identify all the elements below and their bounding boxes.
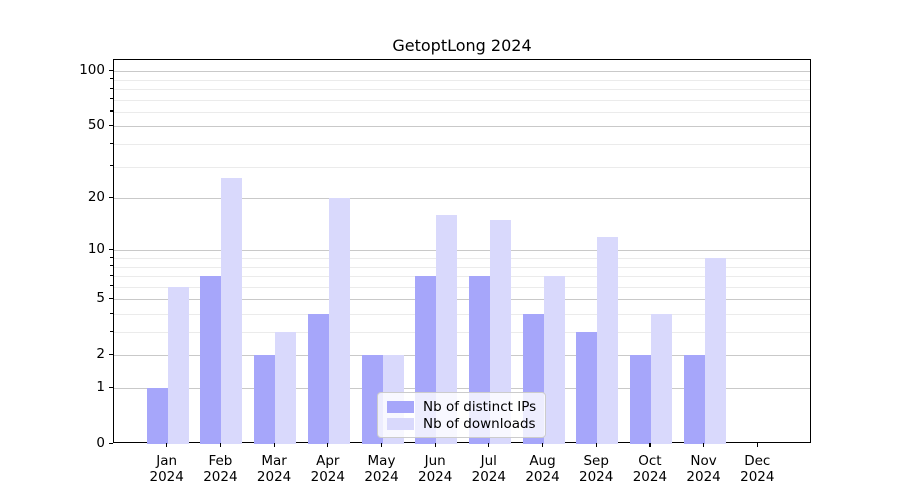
y-tick-0 bbox=[108, 442, 113, 444]
bar-apr-distinct-ips bbox=[307, 314, 329, 444]
chart-title: GetoptLong 2024 bbox=[392, 36, 532, 55]
x-tick-jan bbox=[166, 443, 168, 447]
gridline-10 bbox=[114, 250, 810, 252]
gridline-7 bbox=[114, 276, 810, 277]
x-tick-aug bbox=[542, 443, 544, 447]
y-minor-tick-8 bbox=[110, 265, 113, 267]
y-tick-2 bbox=[108, 353, 113, 355]
x-tick-oct bbox=[649, 443, 651, 447]
bar-oct-downloads bbox=[650, 314, 672, 444]
y-tick-10 bbox=[108, 248, 113, 250]
x-tick-label-may: May 2024 bbox=[364, 453, 399, 485]
legend-swatch-distinct-ips bbox=[387, 400, 414, 413]
bar-feb-distinct-ips bbox=[200, 276, 222, 444]
y-minor-tick-30 bbox=[110, 165, 113, 167]
x-tick-jul bbox=[488, 443, 490, 447]
bar-aug-downloads bbox=[543, 276, 565, 444]
y-tick-50 bbox=[108, 124, 113, 127]
x-tick-label-apr: Apr 2024 bbox=[310, 453, 345, 485]
legend-label-downloads: Nb of downloads bbox=[423, 415, 536, 432]
bar-jul-downloads bbox=[489, 220, 511, 444]
x-tick-mar bbox=[273, 443, 275, 447]
gridline-70 bbox=[114, 99, 810, 101]
y-tick-label-2: 2 bbox=[96, 346, 105, 363]
y-tick-label-100: 100 bbox=[79, 62, 105, 79]
y-minor-tick-7 bbox=[110, 274, 113, 276]
x-tick-jun bbox=[434, 443, 436, 447]
y-minor-tick-70 bbox=[110, 98, 113, 100]
y-tick-label-10: 10 bbox=[87, 241, 105, 258]
gridline-50 bbox=[114, 126, 810, 128]
legend-label-distinct-ips: Nb of distinct IPs bbox=[423, 398, 537, 415]
x-tick-label-mar: Mar 2024 bbox=[256, 453, 292, 485]
y-minor-tick-6 bbox=[110, 285, 113, 287]
y-minor-tick-4 bbox=[110, 312, 113, 314]
legend-item-distinct-ips: Nb of distinct IPs bbox=[387, 399, 537, 415]
x-tick-apr bbox=[327, 443, 329, 447]
gridline-1 bbox=[114, 388, 810, 389]
bar-mar-distinct-ips bbox=[254, 355, 276, 444]
y-tick-20 bbox=[108, 196, 113, 198]
x-tick-label-jun: Jun 2024 bbox=[418, 453, 453, 485]
gridline-2 bbox=[114, 355, 810, 357]
y-tick-1 bbox=[108, 386, 113, 388]
bar-oct-distinct-ips bbox=[629, 355, 651, 444]
gridline-30 bbox=[114, 166, 810, 168]
bar-jan-distinct-ips bbox=[146, 388, 168, 444]
x-tick-may bbox=[381, 443, 383, 447]
gridline-9 bbox=[114, 258, 810, 259]
gridline-100 bbox=[114, 71, 810, 73]
gridline-4 bbox=[114, 314, 810, 315]
x-tick-label-feb: Feb 2024 bbox=[203, 453, 238, 485]
y-tick-label-1: 1 bbox=[96, 379, 105, 395]
bar-sep-downloads bbox=[597, 236, 619, 444]
legend-item-downloads: Nb of downloads bbox=[387, 416, 537, 432]
x-tick-label-nov: Nov 2024 bbox=[686, 453, 721, 485]
gridline-40 bbox=[114, 144, 810, 145]
x-tick-label-oct: Oct 2024 bbox=[632, 453, 668, 485]
y-tick-label-20: 20 bbox=[87, 189, 105, 206]
y-tick-label-0: 0 bbox=[96, 435, 105, 451]
y-minor-tick-90 bbox=[110, 78, 113, 80]
bar-sep-distinct-ips bbox=[576, 332, 598, 444]
x-tick-dec bbox=[756, 443, 758, 447]
gridline-5 bbox=[114, 299, 810, 301]
legend-swatch-downloads bbox=[387, 417, 414, 430]
bar-jan-downloads bbox=[167, 286, 189, 444]
x-tick-label-jan: Jan 2024 bbox=[149, 453, 184, 485]
y-minor-tick-60 bbox=[110, 110, 113, 112]
gridline-3 bbox=[114, 332, 810, 333]
gridline-90 bbox=[114, 79, 810, 81]
bar-nov-distinct-ips bbox=[683, 355, 705, 444]
y-tick-5 bbox=[108, 297, 113, 299]
gridline-8 bbox=[114, 266, 810, 268]
legend: Nb of distinct IPs Nb of downloads bbox=[377, 392, 546, 438]
y-minor-tick-3 bbox=[110, 330, 113, 332]
y-tick-100 bbox=[108, 69, 113, 71]
bar-jun-downloads bbox=[436, 215, 458, 444]
x-tick-sep bbox=[595, 443, 597, 447]
gridline-6 bbox=[114, 286, 810, 288]
bar-nov-downloads bbox=[704, 258, 726, 444]
x-tick-feb bbox=[219, 443, 222, 447]
y-minor-tick-40 bbox=[110, 142, 113, 144]
x-tick-label-aug: Aug 2024 bbox=[525, 453, 560, 485]
y-tick-label-50: 50 bbox=[87, 117, 105, 134]
y-minor-tick-9 bbox=[110, 256, 113, 258]
plot-area bbox=[113, 59, 811, 444]
gridline-80 bbox=[114, 89, 810, 90]
y-minor-tick-80 bbox=[110, 87, 113, 89]
y-tick-label-5: 5 bbox=[96, 290, 105, 307]
x-tick-label-dec: Dec 2024 bbox=[740, 453, 775, 485]
x-tick-label-jul: Jul 2024 bbox=[471, 453, 506, 485]
bar-mar-downloads bbox=[275, 332, 297, 444]
bar-apr-downloads bbox=[328, 198, 350, 444]
gridline-20 bbox=[114, 198, 810, 200]
bar-feb-downloads bbox=[221, 177, 243, 444]
gridline-60 bbox=[114, 111, 810, 113]
x-tick-nov bbox=[703, 443, 705, 447]
x-tick-label-sep: Sep 2024 bbox=[579, 453, 614, 485]
